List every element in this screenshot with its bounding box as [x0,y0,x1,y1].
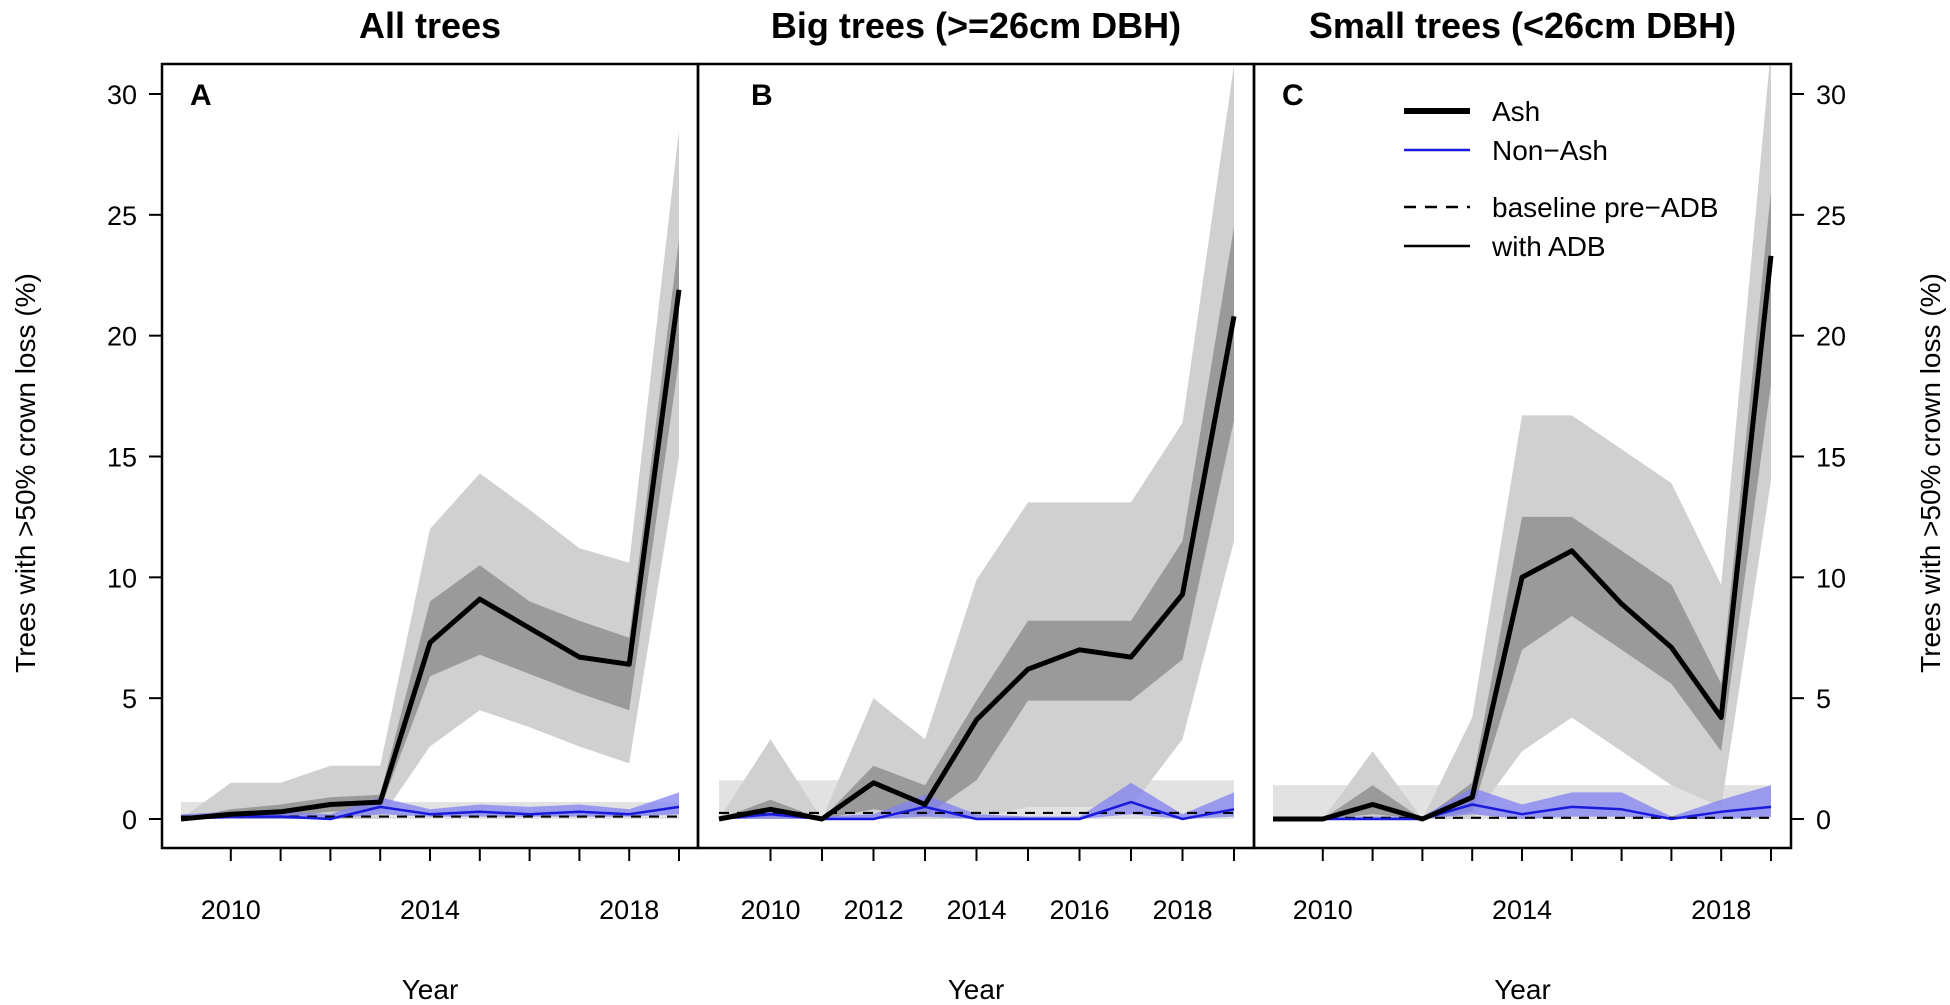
y-tick-label: 10 [1816,563,1846,593]
x-tick-label: 2014 [1492,895,1552,925]
nonash-series-line [1273,803,1772,821]
ash-ci-inner-band [181,239,679,819]
panel-plot-area [180,130,682,822]
panel-letter: A [190,79,212,112]
legend-with-adb-label: with ADB [1491,231,1606,262]
ash-ci-outer-band [181,130,679,820]
x-tick-label: 2018 [1152,895,1212,925]
panel-title: All trees [359,5,501,46]
y-tick-label: 25 [107,201,137,231]
y-tick-label: 15 [107,443,137,473]
ash-series-line [718,315,1237,822]
panel-letter: B [751,79,773,112]
x-tick-label: 2010 [1293,895,1353,925]
y-tick-label: 5 [122,684,137,714]
panel-plot-area [1273,64,1774,822]
ash-ci-inner-band [1273,190,1771,819]
y-tick-label: 20 [107,322,137,352]
legend-baseline-label: baseline pre−ADB [1492,192,1718,223]
y-tick-label: 30 [1816,80,1846,110]
legend-ash-label: Ash [1492,96,1540,127]
panel-letter: C [1282,79,1304,112]
x-tick-label: 2014 [400,895,460,925]
ash-ci-inner-band [719,226,1234,819]
y-tick-label: 15 [1816,443,1846,473]
x-tick-label: 2016 [1049,895,1109,925]
x-tick-label: 2018 [599,895,659,925]
y-tick-label: 5 [1816,684,1831,714]
x-axis-label: Year [402,974,459,1005]
y-axis-label-right: Trees with >50% crown loss (%) [1915,273,1946,673]
y-tick-label: 20 [1816,322,1846,352]
x-tick-label: 2010 [201,895,261,925]
panel-b: 2010 2012 2014 2016 2018 Year Big trees (>=26c… [696,5,1256,1005]
x-axis-label: Year [948,974,1005,1005]
legend-nonash-label: Non−Ash [1492,135,1608,166]
y-axis-label-left: Trees with >50% crown loss (%) [10,273,41,673]
ash-series-line [180,289,682,822]
nonash-ci-band [1273,785,1771,819]
nonash-series-line [180,805,680,821]
y-tick-label: 0 [122,805,137,835]
y-tick-label: 0 [1816,805,1831,835]
x-tick-label: 2018 [1691,895,1751,925]
panel-title: Big trees (>=26cm DBH) [771,5,1181,46]
panel-title: Small trees (<26cm DBH) [1309,5,1736,46]
y-tick-label: 25 [1816,201,1846,231]
x-tick-label: 2010 [740,895,800,925]
panel-a: 2010 2014 2018 Year All trees A 0 5 10 15 20 25 30 [107,5,700,1005]
y-tick-label: 30 [107,80,137,110]
y-tick-label: 10 [107,563,137,593]
x-axis-label: Year [1494,974,1551,1005]
x-tick-label: 2012 [843,895,903,925]
x-tick-label: 2014 [946,895,1006,925]
panel-plot-area [718,65,1237,822]
ash-series-line [1273,255,1774,822]
legend: Ash Non−Ash baseline pre−ADB with ADB [1404,96,1718,262]
